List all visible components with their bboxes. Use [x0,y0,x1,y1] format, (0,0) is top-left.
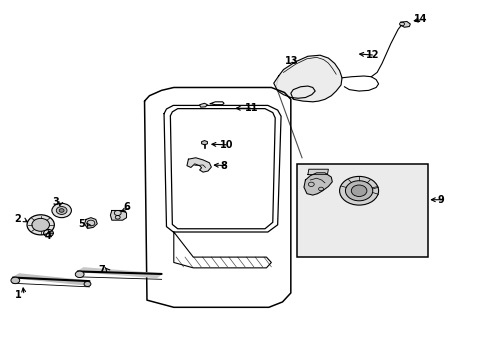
Circle shape [11,277,20,284]
Text: 1: 1 [15,291,22,301]
Polygon shape [199,103,207,107]
Circle shape [339,176,378,205]
Polygon shape [110,211,126,220]
Polygon shape [78,268,161,278]
Polygon shape [400,22,409,27]
Circle shape [75,271,84,278]
Circle shape [52,203,71,218]
Polygon shape [307,169,328,175]
Text: 14: 14 [413,14,427,24]
Text: 12: 12 [366,50,379,60]
Text: 10: 10 [220,140,233,150]
Text: 5: 5 [79,219,85,229]
Polygon shape [84,218,97,228]
Polygon shape [273,55,341,102]
Text: 4: 4 [44,231,51,240]
Text: 3: 3 [52,197,59,207]
Bar [297,164,427,257]
Circle shape [345,181,372,201]
Text: 2: 2 [14,215,21,224]
Polygon shape [304,173,331,195]
Text: 8: 8 [220,161,226,171]
Text: 11: 11 [244,103,258,113]
Circle shape [59,209,64,212]
Circle shape [56,207,67,215]
Circle shape [84,282,91,287]
Circle shape [27,215,54,235]
Text: 7: 7 [98,265,105,275]
Polygon shape [13,274,89,285]
Polygon shape [201,140,207,145]
Text: 13: 13 [284,56,297,66]
Circle shape [350,185,366,197]
Circle shape [32,219,49,231]
Text: 9: 9 [437,195,444,205]
Text: 6: 6 [123,202,130,212]
Polygon shape [186,158,211,172]
